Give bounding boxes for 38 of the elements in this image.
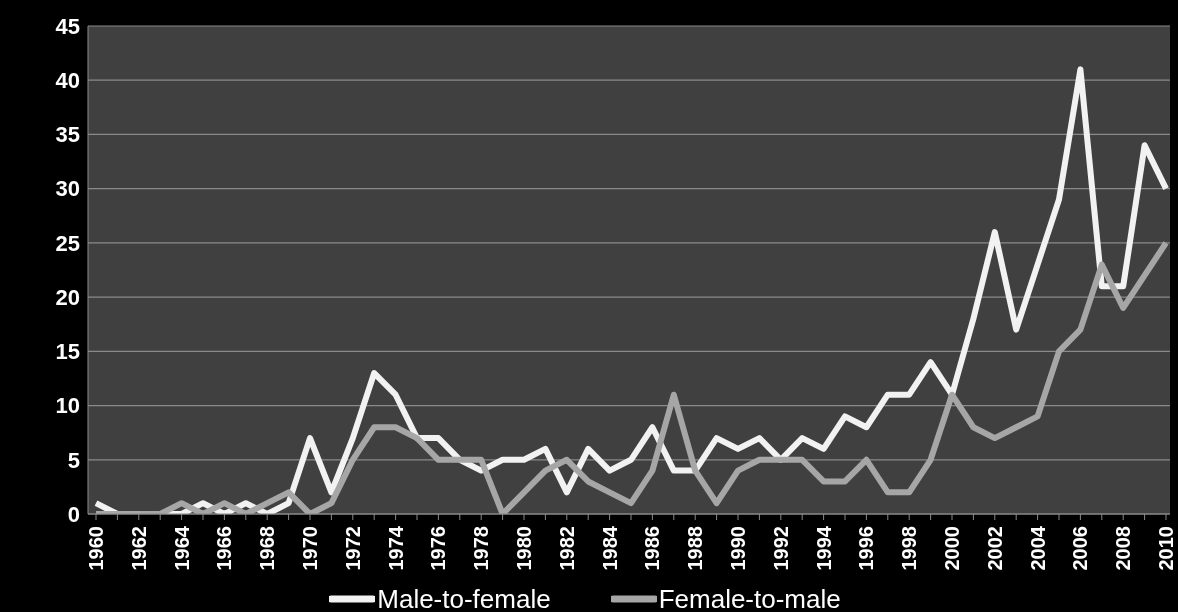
legend-label: Male-to-female <box>377 584 551 612</box>
x-tick-label: 2000 <box>941 526 963 571</box>
x-tick-label: 1996 <box>855 526 878 571</box>
legend-label: Female-to-male <box>658 584 841 612</box>
x-tick-label: 2004 <box>1026 525 1049 571</box>
x-tick-label: 1962 <box>127 526 150 571</box>
y-tick-label: 0 <box>67 501 80 527</box>
x-tick-label: 2008 <box>1112 526 1135 571</box>
x-tick-label: 1998 <box>898 526 921 571</box>
y-tick-label: 35 <box>55 122 80 148</box>
y-tick-label: 25 <box>55 230 80 256</box>
x-tick-label: 1990 <box>727 526 749 571</box>
x-tick-label: 1966 <box>213 526 236 571</box>
x-tick-label: 1974 <box>384 525 407 571</box>
x-tick-label: 1992 <box>769 526 792 571</box>
x-tick-label: 1972 <box>341 526 364 571</box>
x-tick-label: 1968 <box>256 526 279 571</box>
x-tick-label: 1970 <box>299 526 321 571</box>
x-tick-label: 1964 <box>170 525 193 571</box>
y-tick-label: 5 <box>67 447 80 473</box>
x-tick-label: 1986 <box>641 526 664 571</box>
x-tick-label: 2002 <box>983 526 1006 571</box>
x-tick-label: 1978 <box>470 526 493 571</box>
x-tick-label: 1976 <box>427 526 450 571</box>
x-tick-label: 1982 <box>555 526 578 571</box>
y-tick-label: 10 <box>55 393 80 419</box>
y-tick-label: 20 <box>55 284 80 310</box>
x-tick-label: 2010 <box>1155 526 1177 571</box>
x-tick-label: 1980 <box>513 526 535 571</box>
x-tick-label: 1988 <box>684 526 707 571</box>
y-tick-label: 30 <box>55 176 80 202</box>
y-tick-label: 40 <box>55 68 80 94</box>
y-tick-label: 15 <box>55 339 80 365</box>
x-tick-label: 1960 <box>85 526 107 571</box>
y-tick-label: 45 <box>55 13 80 39</box>
x-tick-label: 2006 <box>1069 526 1092 571</box>
x-tick-label: 1984 <box>598 525 621 571</box>
x-tick-label: 1994 <box>812 525 835 571</box>
